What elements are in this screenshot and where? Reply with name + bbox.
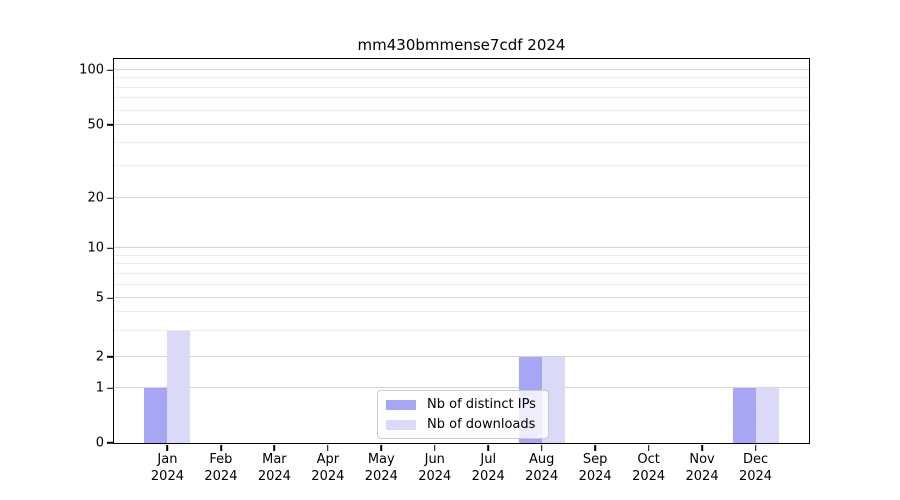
y-axis-labels: 0 1 2 5 10 20 50 100 xyxy=(0,59,104,450)
y-tick-label-20: 20 xyxy=(87,190,104,206)
bar-downloads-dec xyxy=(755,388,779,443)
x-tick-may xyxy=(380,444,383,451)
x-tick-jul xyxy=(487,444,490,451)
plot-area: Nb of distinct IPs Nb of downloads xyxy=(107,58,810,451)
y-tick-50 xyxy=(107,124,113,126)
x-tick-label-feb: Feb 2024 xyxy=(204,451,237,485)
major-gridline-10 xyxy=(114,247,809,249)
x-tick-mar xyxy=(273,444,276,451)
x-tick-year: 2024 xyxy=(418,469,452,484)
y-tick-0 xyxy=(107,442,113,444)
x-tick-year: 2024 xyxy=(525,469,559,484)
x-tick-year: 2024 xyxy=(471,469,505,484)
x-tick-month: Jan xyxy=(157,452,178,467)
y-tick-label-100: 100 xyxy=(79,62,104,78)
x-tick-oct xyxy=(647,444,650,451)
y-tick-label-50: 50 xyxy=(87,117,104,133)
y-tick-2 xyxy=(107,355,113,358)
y-tick-1 xyxy=(107,387,113,389)
minor-gridline-4 xyxy=(114,311,809,313)
legend-item-downloads: Nb of downloads xyxy=(386,417,540,432)
x-tick-year: 2024 xyxy=(738,469,773,484)
minor-gridline-3 xyxy=(114,329,809,331)
x-tick-label-may: May 2024 xyxy=(365,451,398,485)
minor-gridline-60 xyxy=(114,109,809,111)
x-tick-year: 2024 xyxy=(578,469,612,484)
x-tick-feb xyxy=(220,444,222,451)
major-gridline-5 xyxy=(114,297,809,299)
x-tick-year: 2024 xyxy=(204,469,238,484)
bar-distinct-ips-dec xyxy=(732,388,756,443)
x-tick-month: Sep xyxy=(582,452,608,467)
major-gridline-20 xyxy=(114,197,809,199)
x-tick-month: May xyxy=(367,452,395,467)
x-tick-label-jan: Jan 2024 xyxy=(151,451,184,485)
x-tick-aug xyxy=(540,444,543,451)
y-tick-5 xyxy=(107,297,113,300)
legend-label: Nb of distinct IPs xyxy=(427,397,536,412)
x-tick-month: Jul xyxy=(480,452,497,467)
bar-distinct-ips-jan xyxy=(144,388,168,443)
legend-label: Nb of downloads xyxy=(427,417,536,432)
x-tick-label-apr: Apr 2024 xyxy=(311,451,344,485)
bar-downloads-jan xyxy=(167,330,191,443)
x-tick-label-jun: Jun 2024 xyxy=(418,451,451,485)
minor-gridline-40 xyxy=(114,141,809,143)
y-tick-label-5: 5 xyxy=(95,290,104,306)
x-tick-month: Oct xyxy=(637,452,660,467)
chart-title: mm430bmmense7cdf 2024 xyxy=(357,36,566,54)
x-tick-year: 2024 xyxy=(150,469,184,484)
minor-gridline-9 xyxy=(114,254,809,256)
x-tick-label-sep: Sep 2024 xyxy=(579,451,612,485)
minor-gridline-7 xyxy=(114,273,809,274)
x-tick-jan xyxy=(166,444,169,451)
legend: Nb of distinct IPs Nb of downloads xyxy=(377,390,549,439)
minor-gridline-80 xyxy=(114,86,809,88)
x-tick-month: Nov xyxy=(689,452,715,467)
x-tick-month: Aug xyxy=(528,452,555,467)
x-tick-label-nov: Nov 2024 xyxy=(686,451,719,485)
major-gridline-50 xyxy=(114,124,809,126)
x-tick-month: Apr xyxy=(316,452,340,467)
minor-gridline-30 xyxy=(114,164,809,166)
x-tick-apr xyxy=(327,444,329,451)
x-tick-year: 2024 xyxy=(685,469,719,484)
x-tick-label-mar: Mar 2024 xyxy=(258,451,291,485)
x-tick-year: 2024 xyxy=(364,469,398,484)
minor-gridline-90 xyxy=(114,77,809,79)
y-tick-100 xyxy=(107,69,113,71)
y-tick-10 xyxy=(107,247,113,250)
x-tick-year: 2024 xyxy=(632,469,666,484)
x-tick-month: Dec xyxy=(742,452,769,467)
x-tick-label-jul: Jul 2024 xyxy=(472,451,505,485)
legend-swatch-distinct-ips xyxy=(386,399,416,410)
x-tick-nov xyxy=(701,444,703,451)
x-tick-label-aug: Aug 2024 xyxy=(525,451,558,485)
x-tick-month: Mar xyxy=(262,452,287,467)
major-gridline-100 xyxy=(114,69,809,71)
minor-gridline-8 xyxy=(114,263,809,265)
legend-swatch-downloads xyxy=(386,419,416,430)
x-tick-month: Feb xyxy=(209,452,233,467)
major-gridline-2 xyxy=(114,355,809,357)
x-axis-labels: Jan 2024 Feb 2024 Mar 2024 Apr 2024 May 2024 Jun 20… xyxy=(114,451,809,491)
x-tick-month: Jun xyxy=(424,452,445,467)
x-tick-dec xyxy=(754,444,757,451)
y-tick-label-2: 2 xyxy=(95,349,104,365)
x-tick-jun xyxy=(433,444,436,451)
y-tick-label-0: 0 xyxy=(95,435,104,451)
x-tick-sep xyxy=(594,444,596,451)
y-tick-20 xyxy=(107,197,113,200)
y-tick-label-10: 10 xyxy=(87,240,104,256)
minor-gridline-6 xyxy=(114,284,809,286)
major-gridline-1 xyxy=(114,387,809,389)
x-tick-label-dec: Dec 2024 xyxy=(739,451,772,485)
y-tick-label-1: 1 xyxy=(95,380,104,396)
x-tick-label-oct: Oct 2024 xyxy=(632,451,665,485)
x-tick-year: 2024 xyxy=(257,469,291,484)
x-tick-year: 2024 xyxy=(311,469,345,484)
legend-item-distinct-ips: Nb of distinct IPs xyxy=(386,397,540,412)
minor-gridline-70 xyxy=(114,97,809,99)
